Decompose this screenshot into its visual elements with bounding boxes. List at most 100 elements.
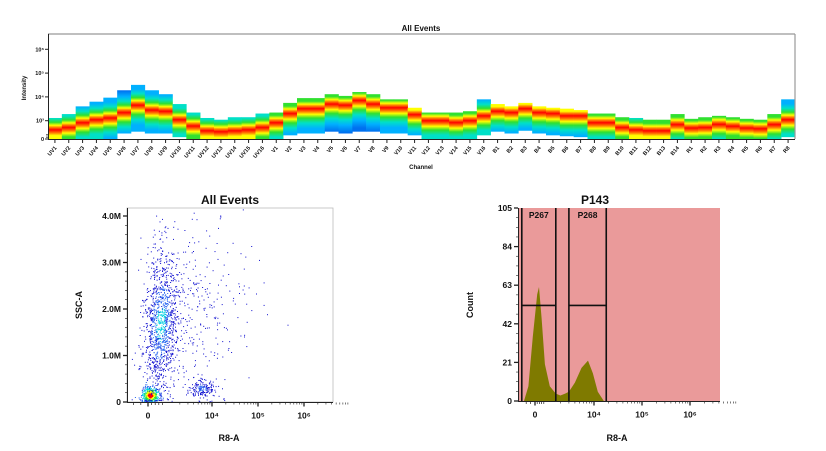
event-dot	[164, 262, 165, 264]
event-dot	[164, 333, 165, 335]
event-dot	[163, 294, 164, 296]
event-dot	[160, 311, 162, 313]
event-dot	[173, 226, 175, 228]
event-dot	[158, 399, 160, 401]
event-dot	[154, 390, 156, 392]
event-dot	[169, 259, 171, 260]
event-dot	[144, 397, 146, 399]
event-dot	[147, 394, 149, 396]
event-dot	[165, 285, 167, 286]
event-dot	[164, 332, 166, 334]
event-dot	[146, 393, 148, 395]
event-dot	[161, 297, 163, 299]
event-dot	[154, 341, 156, 343]
event-dot	[163, 320, 165, 322]
event-dot	[146, 298, 147, 300]
event-dot	[163, 306, 165, 308]
event-dot	[173, 280, 174, 282]
event-dot	[146, 271, 148, 273]
event-dot	[164, 227, 166, 229]
event-dot	[248, 287, 250, 289]
event-dot	[207, 387, 209, 389]
event-dot	[191, 388, 193, 389]
event-dot	[153, 361, 155, 363]
event-dot	[148, 397, 150, 399]
event-dot	[161, 315, 163, 317]
event-dot	[159, 337, 161, 339]
event-dot	[164, 312, 166, 314]
event-dot	[147, 368, 149, 370]
event-dot	[170, 347, 172, 349]
event-dot	[166, 364, 168, 366]
event-dot	[199, 303, 201, 305]
event-dot	[159, 323, 161, 325]
channel-label: UV8	[144, 145, 155, 157]
event-dot	[194, 394, 196, 396]
event-dot	[194, 385, 196, 387]
event-dot	[140, 348, 142, 350]
event-dot	[157, 338, 159, 340]
event-dot	[142, 346, 144, 348]
event-dot	[154, 358, 155, 359]
event-dot	[164, 355, 166, 356]
event-dot	[148, 389, 150, 391]
y-tick-label: 105	[498, 203, 512, 213]
event-dot	[194, 284, 196, 286]
gate-p268[interactable]: P268	[568, 208, 608, 401]
event-dot	[163, 368, 165, 370]
event-dot	[165, 364, 167, 366]
event-dot	[152, 301, 154, 303]
event-dot	[169, 301, 171, 303]
event-dot	[205, 388, 207, 390]
event-dot	[152, 236, 154, 238]
event-dot	[167, 316, 169, 318]
event-dot	[194, 326, 196, 328]
event-dot	[147, 347, 149, 348]
event-dot	[154, 273, 156, 275]
event-dot	[180, 292, 182, 294]
event-dot	[218, 227, 219, 229]
event-dot	[142, 316, 144, 318]
event-dot	[190, 327, 192, 329]
event-dot	[209, 383, 211, 385]
event-dot	[161, 386, 162, 388]
event-dot	[159, 258, 161, 260]
event-dot	[213, 355, 215, 356]
event-dot	[163, 298, 165, 300]
event-dot	[209, 304, 211, 306]
event-dot	[160, 302, 162, 304]
event-dot	[163, 370, 164, 372]
channel-column-v7	[352, 92, 367, 132]
channel-label: B1	[492, 145, 501, 154]
event-dot	[145, 304, 147, 306]
event-dot	[216, 357, 218, 359]
event-dot	[287, 324, 289, 326]
event-dot	[157, 384, 159, 386]
event-dot	[183, 326, 185, 328]
event-dot	[146, 312, 148, 314]
event-dot	[217, 292, 219, 294]
event-dot	[176, 274, 178, 276]
event-dot	[151, 399, 153, 401]
event-dot	[152, 361, 153, 363]
event-dot	[151, 318, 153, 320]
gate-p267[interactable]: P267	[520, 208, 557, 401]
event-dot	[146, 327, 147, 329]
y-tick-label: 2.0M	[102, 304, 121, 314]
event-dot	[167, 293, 169, 294]
event-dot	[141, 329, 143, 331]
event-dot	[200, 393, 202, 395]
event-dot	[201, 387, 203, 389]
event-dot	[148, 386, 150, 387]
event-dot	[167, 353, 169, 355]
event-dot	[149, 307, 151, 309]
event-dot	[180, 273, 182, 275]
event-dot	[194, 365, 196, 367]
event-dot	[169, 319, 171, 321]
event-dot	[144, 393, 146, 394]
event-dot	[186, 263, 188, 265]
event-dot	[159, 301, 160, 303]
channel-label: UV15	[239, 145, 252, 159]
event-dot	[202, 382, 204, 383]
